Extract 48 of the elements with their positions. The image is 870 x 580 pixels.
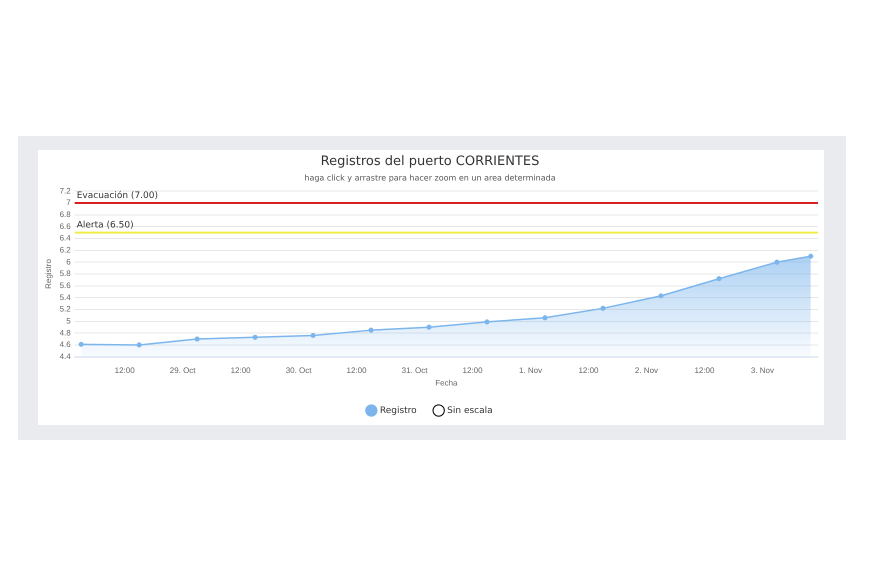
point [542, 315, 548, 320]
point [368, 328, 374, 333]
x-tick-label: 12:00 [230, 366, 252, 375]
y-tick-label: 6 [66, 257, 72, 266]
x-tick-label: 2. Nov [634, 366, 658, 375]
y-tick-label: 6.2 [60, 246, 72, 255]
x-tick-label: 29. Oct [170, 366, 196, 375]
y-tick-label: 4.8 [60, 328, 72, 338]
y-tick-label: 5.2 [60, 304, 72, 314]
x-tick-label: 3. Nov [750, 366, 774, 375]
ref-line-label: Evacuación (7.00) [76, 190, 158, 201]
point [426, 324, 432, 330]
y-tick-label: 7 [66, 198, 72, 208]
x-tick-label: 31. Oct [402, 366, 428, 375]
x-axis-title: Fecha [435, 378, 458, 388]
y-tick-label: 5.8 [60, 269, 72, 278]
y-axis-title: Registro [44, 258, 54, 289]
point [716, 276, 722, 282]
point [78, 342, 84, 347]
y-tick-label: 6.8 [60, 210, 72, 220]
point [310, 332, 316, 338]
x-tick-label: 12:00 [578, 366, 600, 375]
point [194, 336, 200, 342]
chart-title: Registros del puerto CORRIENTES [320, 154, 540, 170]
y-tick-label: 7.2 [60, 186, 72, 196]
y-tick-label: 5 [66, 316, 72, 326]
y-tick-label: 5.6 [60, 281, 72, 290]
x-tick-label: 12:00 [346, 366, 368, 375]
chart-subtitle: haga click y arrastre para hacer zoom en un area determinada [304, 173, 556, 182]
point [252, 334, 258, 340]
y-tick-label: 5.4 [60, 292, 72, 302]
y-tick-label: 6.4 [60, 234, 72, 243]
x-tick-label: 1. Nov [518, 366, 542, 375]
x-tick-label: 30. Oct [286, 366, 312, 375]
legend-label: Sin escala [447, 406, 493, 416]
y-tick-label: 4.4 [60, 352, 72, 362]
x-tick-label: 12:00 [114, 366, 136, 375]
x-tick-label: 12:00 [694, 366, 716, 375]
y-tick-label: 6.6 [60, 222, 72, 231]
point [774, 260, 780, 265]
y-tick-label: 4.6 [60, 340, 72, 350]
ref-line-label: Alerta (6.50) [76, 220, 134, 230]
point [136, 342, 142, 348]
point [600, 306, 606, 311]
point [484, 319, 490, 324]
x-tick-label: 12:00 [462, 366, 484, 375]
point [658, 293, 664, 298]
legend-label: Registro [380, 406, 418, 416]
